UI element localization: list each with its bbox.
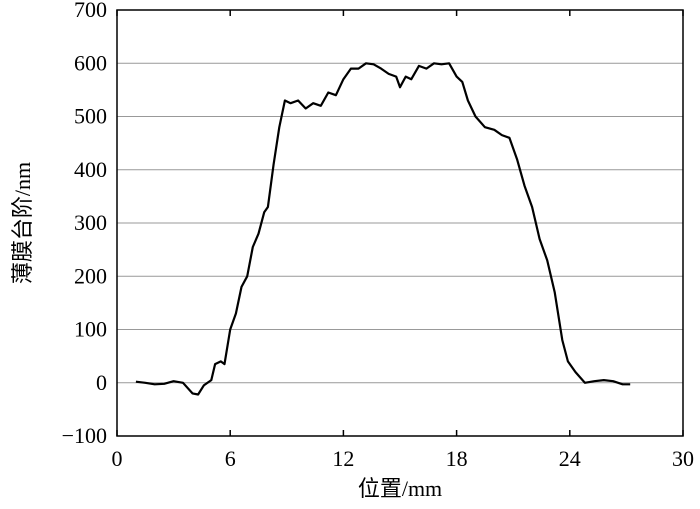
y-tick-label: 0: [96, 370, 107, 395]
y-tick-label: 600: [74, 50, 107, 75]
x-axis-label: 位置/mm: [358, 476, 442, 501]
plot-frame: [116, 9, 684, 437]
y-tick-label: −100: [62, 423, 107, 448]
x-tick-label: 24: [559, 446, 581, 471]
x-tick-label: 0: [112, 446, 123, 471]
data-line: [135, 62, 631, 396]
y-tick-label: 100: [74, 317, 107, 342]
y-tick-label: 300: [74, 210, 107, 235]
y-tick-label: 200: [74, 263, 107, 288]
y-tick-label: 700: [74, 0, 107, 22]
y-tick-label: 400: [74, 157, 107, 182]
x-tick-label: 18: [446, 446, 468, 471]
x-tick-label: 12: [332, 446, 354, 471]
y-tick-label: 500: [74, 104, 107, 129]
y-axis-label: 薄膜台阶/nm: [10, 162, 35, 284]
x-tick-label: 6: [225, 446, 236, 471]
x-tick-label: 30: [672, 446, 694, 471]
